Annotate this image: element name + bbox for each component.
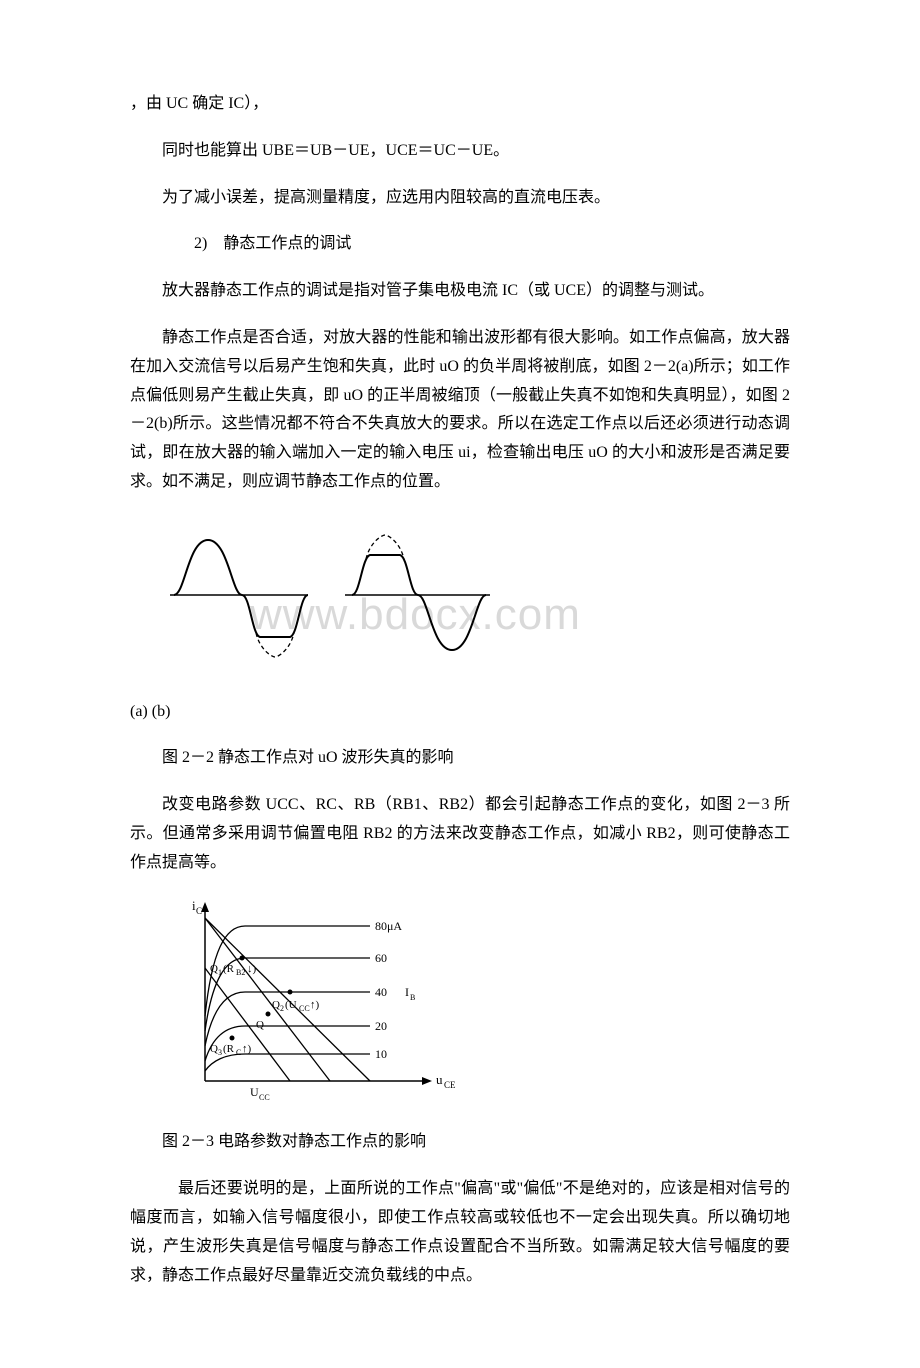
svg-text:Q: Q: [210, 1043, 218, 1055]
svg-text:(U: (U: [285, 999, 297, 1011]
figure-sublabel: (a) (b): [130, 698, 790, 727]
paragraph: 改变电路参数 UCC、RC、RB（RB1、RB2）都会引起静态工作点的变化，如图…: [130, 791, 790, 877]
paragraph: 静态工作点是否合适，对放大器的性能和输出波形都有很大影响。如工作点偏高，放大器在…: [130, 324, 790, 497]
svg-text:10: 10: [375, 1047, 387, 1061]
svg-text:↓): ↓): [247, 963, 257, 975]
svg-text:2: 2: [280, 1004, 284, 1013]
svg-text:C: C: [236, 1048, 241, 1057]
waveform-svg: [160, 515, 500, 675]
svg-text:Q: Q: [210, 963, 218, 975]
figure-waveforms: www.bdocx.com: [160, 515, 790, 686]
figure-chart: i C u CE U CC 80μA 60 40 I B 20 10: [170, 896, 790, 1117]
svg-text:Q: Q: [272, 999, 280, 1011]
paragraph: 放大器静态工作点的调试是指对管子集电极电流 IC（或 UCE）的调整与测试。: [130, 277, 790, 306]
svg-text:(R: (R: [223, 963, 235, 975]
paragraph: 最后还要说明的是，上面所说的工作点"偏高"或"偏低"不是绝对的，应该是相对信号的…: [130, 1175, 790, 1290]
svg-text:(R: (R: [223, 1043, 235, 1055]
svg-text:CE: CE: [444, 1080, 456, 1090]
document-page: ，由 UC 确定 IC）， 同时也能算出 UBE＝UB－UE，UCE＝UC－UE…: [0, 0, 920, 1368]
svg-text:B: B: [410, 993, 415, 1002]
svg-text:1: 1: [218, 968, 222, 977]
svg-text:↑): ↑): [242, 1043, 252, 1055]
svg-text:80μA: 80μA: [375, 919, 402, 933]
svg-text:20: 20: [375, 1019, 387, 1033]
svg-text:C: C: [196, 906, 202, 916]
list-item: 2) 静态工作点的调试: [130, 230, 790, 259]
svg-text:U: U: [250, 1085, 259, 1099]
svg-text:60: 60: [375, 951, 387, 965]
svg-text:I: I: [405, 985, 409, 999]
svg-text:3: 3: [218, 1048, 222, 1057]
svg-text:Q: Q: [256, 1019, 264, 1031]
svg-text:CC: CC: [299, 1004, 310, 1013]
paragraph: ，由 UC 确定 IC），: [130, 90, 790, 119]
svg-text:B2: B2: [236, 968, 245, 977]
figure-caption: 图 2－2 静态工作点对 uO 波形失真的影响: [130, 744, 790, 773]
svg-text:↑): ↑): [310, 999, 320, 1011]
svg-text:u: u: [436, 1072, 443, 1087]
paragraph: 同时也能算出 UBE＝UB－UE，UCE＝UC－UE。: [130, 137, 790, 166]
svg-text:CC: CC: [259, 1093, 270, 1102]
svg-text:40: 40: [375, 985, 387, 999]
paragraph: 为了减小误差，提高测量精度，应选用内阻较高的直流电压表。: [130, 184, 790, 213]
characteristic-curves-svg: i C u CE U CC 80μA 60 40 I B 20 10: [170, 896, 470, 1106]
figure-caption: 图 2－3 电路参数对静态工作点的影响: [130, 1128, 790, 1157]
